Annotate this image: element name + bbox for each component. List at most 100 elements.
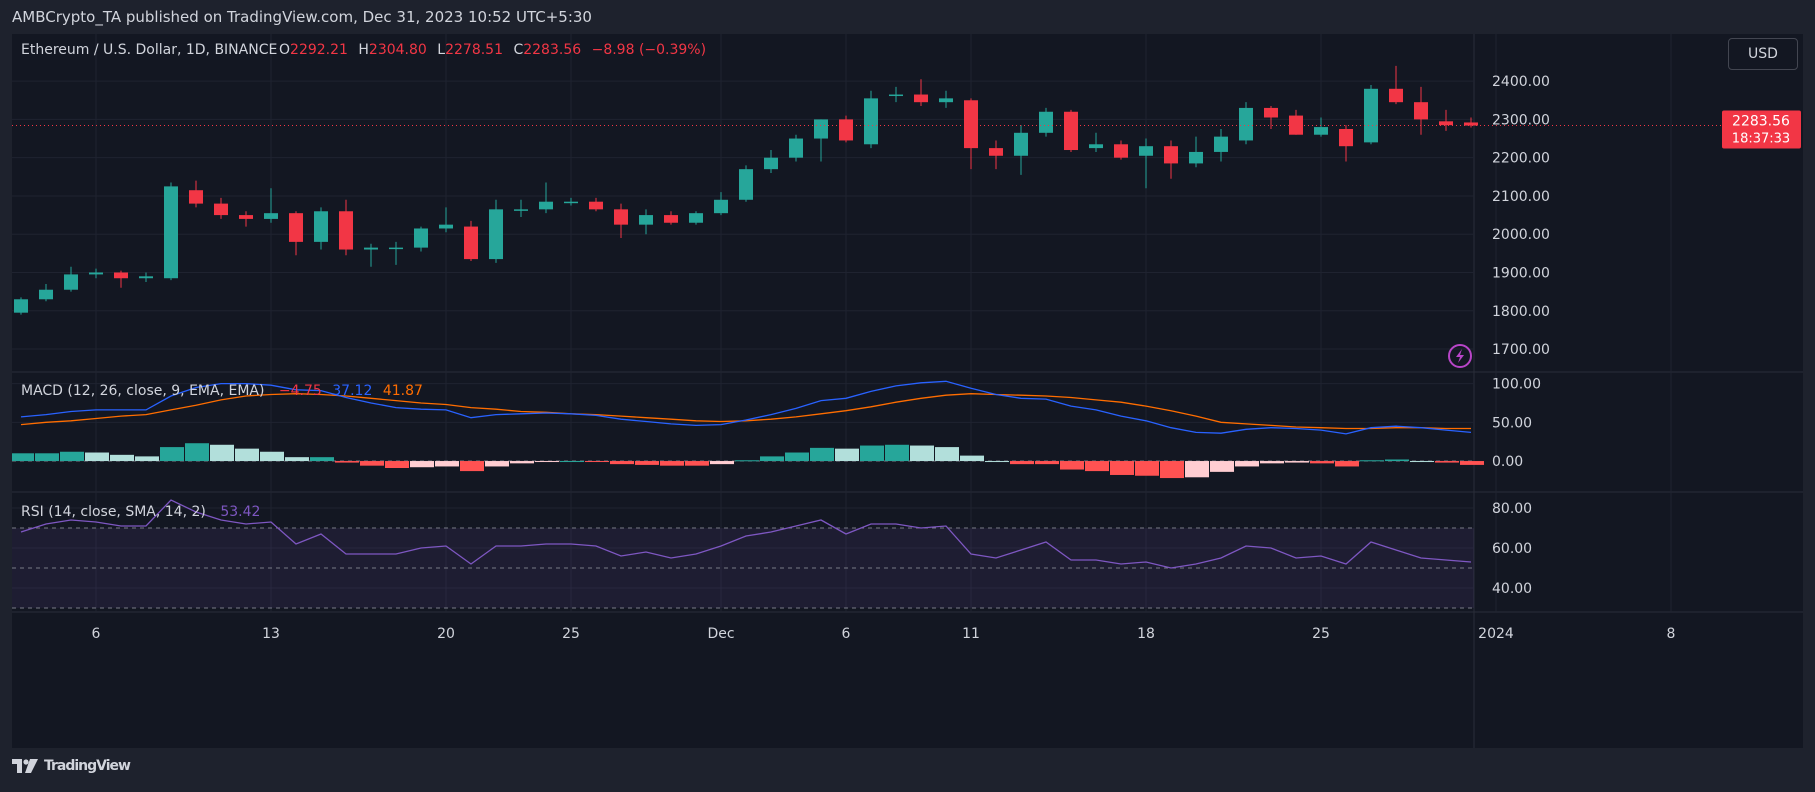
macd-histogram-bar	[1035, 461, 1059, 465]
price-y-tick: 2400.00	[1492, 74, 1550, 90]
macd-histogram-bar	[360, 461, 384, 466]
macd-histogram-bar	[1235, 461, 1259, 467]
grid-layer	[12, 34, 1803, 748]
candle-body	[1114, 144, 1128, 158]
x-tick-label: 8	[1667, 626, 1676, 642]
macd-histogram-bar	[985, 461, 1009, 463]
candle-body	[1189, 151, 1203, 164]
candle-body	[314, 211, 328, 242]
macd-histogram-bar	[960, 455, 984, 462]
macd-layer	[10, 380, 1484, 479]
candle-body	[1314, 127, 1328, 135]
candle-layer	[12, 65, 1722, 315]
macd-histogram-bar	[235, 448, 259, 462]
macd-y-tick: 50.00	[1492, 415, 1532, 431]
macd-histogram-bar	[860, 445, 884, 462]
candle-body	[889, 94, 903, 97]
footer-logo[interactable]: TradingView	[12, 758, 131, 774]
macd-histogram-bar	[735, 460, 759, 462]
macd-line	[20, 380, 1472, 435]
lightning-icon[interactable]	[1448, 344, 1472, 368]
candle-body	[1239, 107, 1253, 141]
macd-histogram-bar	[35, 453, 59, 462]
ohlc-readout: O2292.21 H2304.80 L2278.51 C2283.56 −8.9…	[279, 42, 706, 58]
candle-body	[139, 276, 153, 279]
macd-histogram-bar	[1460, 461, 1484, 465]
macd-histogram-bar	[1260, 461, 1284, 464]
macd-histogram-bar	[285, 457, 309, 462]
x-tick-label: 25	[562, 626, 580, 642]
candle-body	[1414, 102, 1428, 120]
macd-histogram-bar	[60, 451, 84, 462]
candle-body	[564, 201, 578, 204]
chart-frame[interactable]: 6 13 20 25 Dec 6 11 18 25 2024 8 2400.00 2300.00 2200…	[10, 34, 1803, 748]
rsi-legend: RSI (14, close, SMA, 14, 2) 53.42	[21, 504, 260, 520]
x-tick-label: 25	[1312, 626, 1330, 642]
price-y-tick: 2100.00	[1492, 189, 1550, 205]
macd-histogram-bar	[1010, 461, 1034, 465]
macd-histogram-bar	[410, 461, 434, 468]
candle-body	[214, 203, 228, 216]
candle-body	[1164, 146, 1178, 164]
macd-histogram-bar	[510, 461, 534, 464]
macd-histogram-bar	[260, 451, 284, 462]
macd-histogram-bar	[1085, 461, 1109, 472]
rsi-y-tick: 60.00	[1492, 541, 1532, 557]
candle-body	[814, 119, 828, 139]
macd-histogram-bar	[1385, 459, 1409, 462]
macd-histogram-bar	[10, 453, 34, 462]
candle-body	[1464, 122, 1478, 126]
candle-body	[764, 157, 778, 170]
price-y-tick: 2200.00	[1492, 151, 1550, 167]
x-tick-label: 6	[842, 626, 851, 642]
candle-body	[1014, 132, 1028, 156]
macd-histogram-bar	[1285, 461, 1309, 463]
currency-button[interactable]: USD	[1728, 38, 1798, 70]
candle-body	[1339, 128, 1353, 147]
price-y-tick: 1700.00	[1492, 342, 1550, 358]
macd-histogram-bar	[435, 461, 459, 467]
macd-histogram-bar	[710, 461, 734, 465]
x-tick-label: 18	[1137, 626, 1155, 642]
footer-logo-text: TradingView	[44, 758, 131, 774]
candle-body	[789, 138, 803, 158]
macd-histogram-bar	[310, 457, 334, 462]
macd-histogram-bar	[335, 461, 359, 463]
macd-histogram-bar	[660, 461, 684, 466]
candle-body	[989, 148, 1003, 156]
candle-body	[289, 213, 303, 242]
candle-body	[939, 98, 953, 103]
candle-body	[339, 211, 353, 250]
candle-body	[239, 215, 253, 219]
macd-histogram-bar	[1185, 461, 1209, 478]
candle-body	[639, 215, 653, 225]
macd-histogram-bar	[1060, 461, 1084, 470]
candle-body	[714, 199, 728, 214]
macd-histogram-bar	[835, 448, 859, 462]
x-tick-label: 11	[962, 626, 980, 642]
macd-histogram-bar	[460, 461, 484, 472]
publisher-line: AMBCrypto_TA published on TradingView.co…	[12, 8, 592, 26]
axis-layer: 6 13 20 25 Dec 6 11 18 25 2024 8 2400.00 2300.00 2200…	[92, 74, 1676, 642]
x-tick-label: Dec	[707, 626, 734, 642]
macd-histogram-bar	[110, 454, 134, 462]
price-symbol-label: Ethereum / U.S. Dollar, 1D, BINANCE	[21, 42, 277, 58]
macd-histogram-bar	[160, 447, 184, 462]
candle-body	[539, 201, 553, 210]
macd-histogram-bar	[485, 461, 509, 467]
chart-canvas[interactable]: 6 13 20 25 Dec 6 11 18 25 2024 8 2400.00 2300.00 2200…	[10, 34, 1803, 748]
macd-histogram-bar	[760, 456, 784, 462]
macd-histogram-bar	[785, 452, 809, 462]
macd-histogram-bar	[1335, 461, 1359, 467]
macd-histogram-bar	[85, 452, 109, 462]
candle-body	[89, 272, 103, 275]
price-y-tick: 1800.00	[1492, 304, 1550, 320]
macd-histogram-bar	[1110, 461, 1134, 475]
macd-histogram-bar	[635, 461, 659, 465]
candle-body	[364, 247, 378, 250]
candle-body	[864, 98, 878, 145]
macd-histogram-bar	[210, 444, 234, 462]
candle-body	[1089, 144, 1103, 149]
macd-histogram-bar	[1360, 460, 1384, 462]
candle-body	[614, 209, 628, 225]
